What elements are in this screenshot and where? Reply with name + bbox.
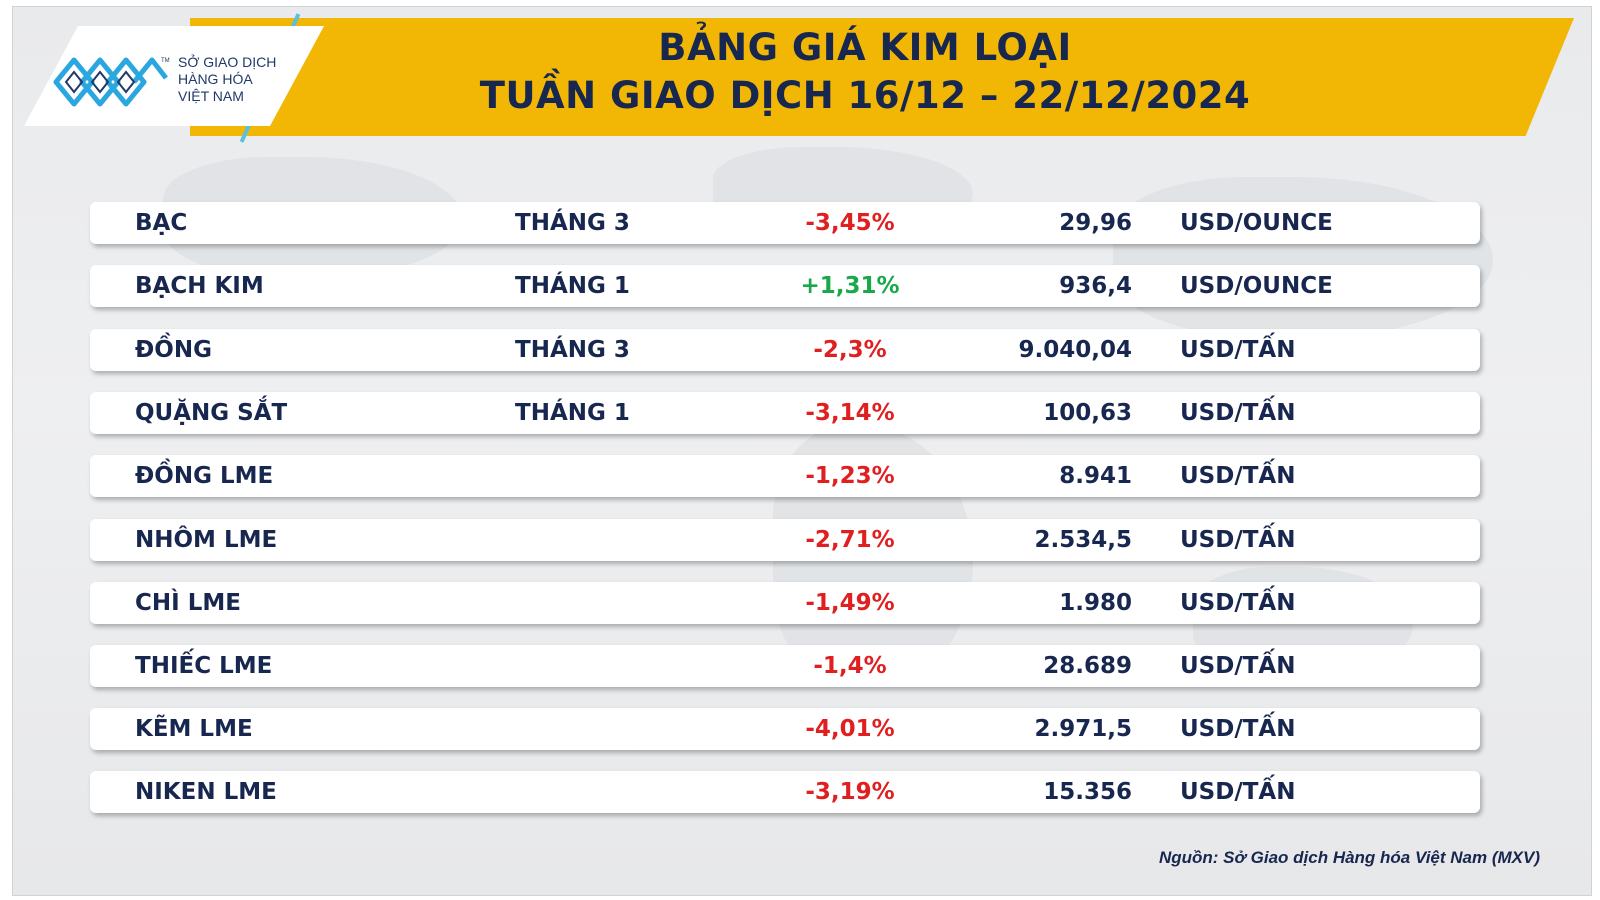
contract-month: THÁNG 3 bbox=[515, 210, 630, 236]
price-unit: USD/TẤN bbox=[1180, 463, 1296, 489]
table-row: QUẶNG SẮT THÁNG 1 -3,14% 100,63 USD/TẤN bbox=[90, 392, 1480, 434]
price-value: 8.941 bbox=[1059, 463, 1132, 489]
logo-panel bbox=[24, 26, 324, 126]
price-unit: USD/TẤN bbox=[1180, 400, 1296, 426]
metal-name: BẠC bbox=[135, 210, 188, 236]
metal-name: QUẶNG SẮT bbox=[135, 400, 288, 426]
price-value: 2.971,5 bbox=[1034, 716, 1133, 742]
table-row: BẠCH KIM THÁNG 1 +1,31% 936,4 USD/OUNCE bbox=[90, 265, 1480, 307]
price-unit: USD/TẤN bbox=[1180, 716, 1296, 742]
mxv-logo-icon bbox=[53, 57, 168, 107]
price-change: -2,3% bbox=[813, 337, 887, 363]
title-line-1: BẢNG GIÁ KIM LOẠI bbox=[658, 26, 1072, 69]
contract-month: THÁNG 3 bbox=[515, 337, 630, 363]
logo-text-line-3: VIỆT NAM bbox=[178, 88, 244, 104]
price-change: +1,31% bbox=[800, 273, 900, 299]
metal-name: THIẾC LME bbox=[135, 653, 273, 679]
logo-text-line-1: SỞ GIAO DỊCH bbox=[178, 54, 277, 70]
price-unit: USD/TẤN bbox=[1180, 337, 1296, 363]
metal-name: BẠCH KIM bbox=[135, 273, 264, 299]
infographic-frame bbox=[12, 6, 1592, 896]
price-value: 15.356 bbox=[1043, 779, 1132, 805]
price-value: 2.534,5 bbox=[1034, 527, 1133, 553]
table-row: ĐỒNG THÁNG 3 -2,3% 9.040,04 USD/TẤN bbox=[90, 329, 1480, 371]
metal-name: CHÌ LME bbox=[135, 590, 241, 616]
price-value: 29,96 bbox=[1059, 210, 1132, 236]
table-row: NHÔM LME -2,71% 2.534,5 USD/TẤN bbox=[90, 519, 1480, 561]
source-note: Nguồn: Sở Giao dịch Hàng hóa Việt Nam (M… bbox=[1158, 848, 1540, 867]
metal-name: NIKEN LME bbox=[135, 779, 277, 805]
metal-name: ĐỒNG LME bbox=[135, 463, 274, 489]
price-unit: USD/TẤN bbox=[1180, 527, 1296, 553]
metal-name: ĐỒNG bbox=[135, 337, 212, 363]
price-change: -3,19% bbox=[805, 779, 895, 805]
price-unit: USD/TẤN bbox=[1180, 590, 1296, 616]
contract-month: THÁNG 1 bbox=[515, 273, 630, 299]
price-unit: USD/TẤN bbox=[1180, 653, 1296, 679]
price-change: -3,45% bbox=[805, 210, 895, 236]
title-banner bbox=[190, 18, 1574, 136]
price-value: 9.040,04 bbox=[1018, 337, 1133, 363]
metal-name: KẼM LME bbox=[135, 716, 253, 742]
background-map-shape bbox=[1113, 177, 1493, 337]
metal-name: NHÔM LME bbox=[135, 527, 278, 553]
contract-month: THÁNG 1 bbox=[515, 400, 630, 426]
price-unit: USD/TẤN bbox=[1180, 779, 1296, 805]
price-change: -1,23% bbox=[805, 463, 895, 489]
table-row: NIKEN LME -3,19% 15.356 USD/TẤN bbox=[90, 771, 1480, 813]
table-row: ĐỒNG LME -1,23% 8.941 USD/TẤN bbox=[90, 455, 1480, 497]
price-change: -4,01% bbox=[805, 716, 895, 742]
logo-text-line-2: HÀNG HÓA bbox=[178, 71, 253, 87]
price-change: -1,4% bbox=[813, 653, 887, 679]
price-value: 100,63 bbox=[1043, 400, 1132, 426]
page-title: BẢNG GIÁ KIM LOẠI TUẦN GIAO DỊCH 16/12 –… bbox=[330, 24, 1400, 120]
table-row: BẠC THÁNG 3 -3,45% 29,96 USD/OUNCE bbox=[90, 202, 1480, 244]
price-change: -3,14% bbox=[805, 400, 895, 426]
price-unit: USD/OUNCE bbox=[1180, 210, 1333, 236]
title-line-2: TUẦN GIAO DỊCH 16/12 – 22/12/2024 bbox=[479, 74, 1251, 117]
table-row: THIẾC LME -1,4% 28.689 USD/TẤN bbox=[90, 645, 1480, 687]
price-value: 28.689 bbox=[1043, 653, 1132, 679]
trademark-mark: TM bbox=[161, 58, 170, 64]
price-value: 936,4 bbox=[1059, 273, 1132, 299]
table-row: CHÌ LME -1,49% 1.980 USD/TẤN bbox=[90, 582, 1480, 624]
price-change: -1,49% bbox=[805, 590, 895, 616]
price-unit: USD/OUNCE bbox=[1180, 273, 1333, 299]
price-value: 1.980 bbox=[1059, 590, 1132, 616]
price-change: -2,71% bbox=[805, 527, 895, 553]
logo-text: SỞ GIAO DỊCH HÀNG HÓA VIỆT NAM bbox=[178, 54, 276, 105]
table-row: KẼM LME -4,01% 2.971,5 USD/TẤN bbox=[90, 708, 1480, 750]
